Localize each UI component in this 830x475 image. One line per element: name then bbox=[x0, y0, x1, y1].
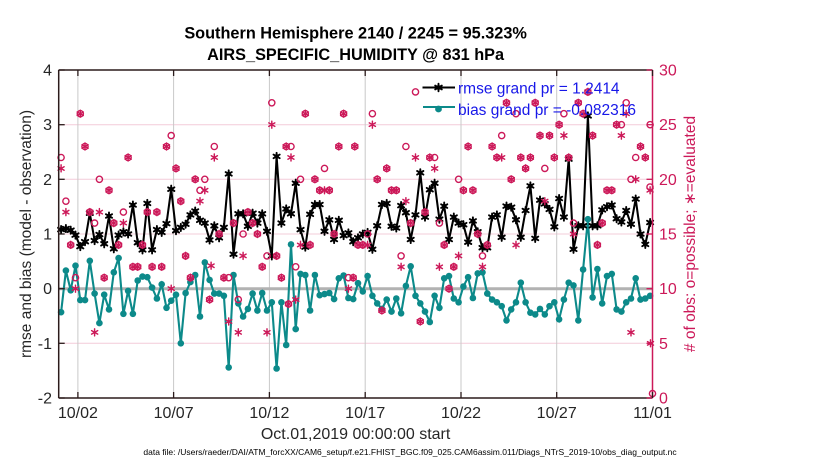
svg-text:10/12: 10/12 bbox=[249, 405, 289, 422]
svg-text:Oct.01,2019 00:00:00 start: Oct.01,2019 00:00:00 start bbox=[261, 426, 451, 443]
svg-text:Southern Hemisphere 2140 / 224: Southern Hemisphere 2140 / 2245 = 95.323… bbox=[184, 25, 527, 43]
svg-text:10/17: 10/17 bbox=[345, 405, 385, 422]
svg-text:# of obs: o=possible; ∗=evalua: # of obs: o=possible; ∗=evaluated bbox=[682, 116, 699, 352]
svg-text:30: 30 bbox=[659, 63, 677, 80]
svg-text:4: 4 bbox=[43, 63, 52, 80]
svg-text:10/02: 10/02 bbox=[58, 405, 98, 422]
svg-text:10/22: 10/22 bbox=[441, 405, 481, 422]
svg-text:5: 5 bbox=[659, 336, 668, 353]
svg-text:2: 2 bbox=[43, 172, 52, 189]
svg-text:15: 15 bbox=[659, 227, 677, 244]
svg-text:rmse and bias (model - observa: rmse and bias (model - observation) bbox=[18, 110, 35, 358]
svg-text:11/01: 11/01 bbox=[633, 405, 672, 422]
svg-text:rmse grand pr = 1.2414: rmse grand pr = 1.2414 bbox=[458, 81, 620, 98]
svg-text:10/27: 10/27 bbox=[537, 405, 577, 422]
svg-text:25: 25 bbox=[659, 117, 677, 134]
svg-text:data file: /Users/raeder/DAI/A: data file: /Users/raeder/DAI/ATM_forcXX/… bbox=[143, 447, 677, 457]
svg-text:-1: -1 bbox=[38, 336, 52, 353]
svg-text:10: 10 bbox=[659, 281, 677, 298]
svg-text:1: 1 bbox=[43, 227, 52, 244]
svg-text:bias grand pr = -0.082316: bias grand pr = -0.082316 bbox=[458, 102, 636, 119]
svg-text:AIRS_SPECIFIC_HUMIDITY @ 831 h: AIRS_SPECIFIC_HUMIDITY @ 831 hPa bbox=[207, 46, 505, 64]
svg-text:20: 20 bbox=[659, 172, 677, 189]
svg-text:3: 3 bbox=[43, 117, 52, 134]
svg-text:-2: -2 bbox=[38, 391, 52, 408]
svg-text:0: 0 bbox=[43, 281, 52, 298]
svg-text:10/07: 10/07 bbox=[154, 405, 194, 422]
svg-text:0: 0 bbox=[659, 391, 668, 408]
